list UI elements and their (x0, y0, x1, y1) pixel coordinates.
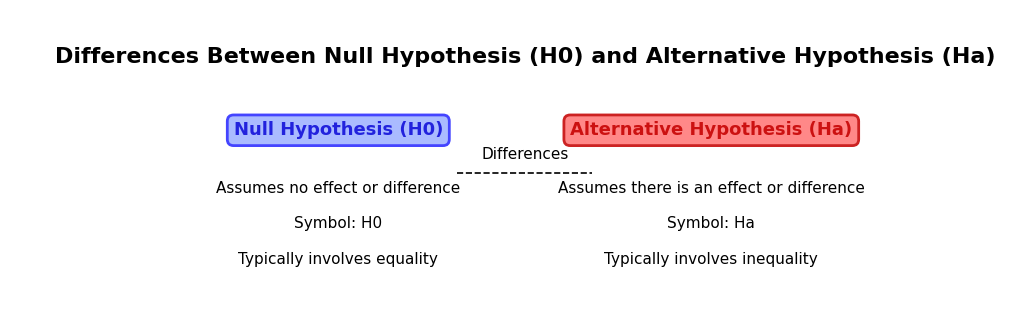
Text: Assumes there is an effect or difference: Assumes there is an effect or difference (558, 181, 864, 196)
Text: Typically involves inequality: Typically involves inequality (604, 252, 818, 267)
Text: Null Hypothesis (H0): Null Hypothesis (H0) (233, 121, 443, 139)
Text: Assumes no effect or difference: Assumes no effect or difference (216, 181, 461, 196)
Text: Differences: Differences (481, 147, 568, 162)
Text: Typically involves equality: Typically involves equality (239, 252, 438, 267)
Text: Symbol: Ha: Symbol: Ha (668, 216, 756, 231)
Text: Symbol: H0: Symbol: H0 (294, 216, 382, 231)
Text: Alternative Hypothesis (Ha): Alternative Hypothesis (Ha) (570, 121, 852, 139)
Text: Differences Between Null Hypothesis (H0) and Alternative Hypothesis (Ha): Differences Between Null Hypothesis (H0)… (54, 47, 995, 67)
